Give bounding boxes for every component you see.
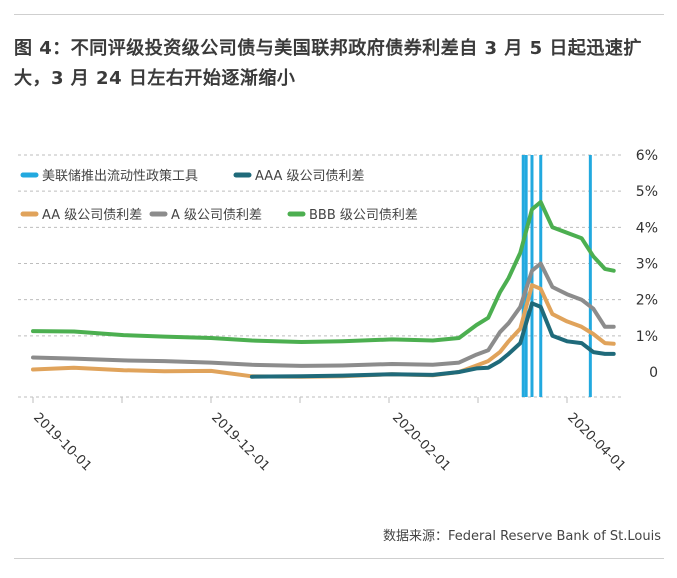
x-tick-label: 2019-10-01 <box>30 410 94 474</box>
top-rule <box>14 14 664 15</box>
legend-label-tool: 美联储推出流动性政策工具 <box>42 168 198 184</box>
y-tick-label: 2% <box>636 293 658 309</box>
y-tick-label: 0 <box>649 365 658 381</box>
legend-item-a: A 级公司债利差 <box>149 208 262 223</box>
legend: 美联储推出流动性政策工具 AAA 级公司债利差 AA 级公司债利差 A 级公司债… <box>20 168 418 223</box>
chart-title: 图 4：不同评级投资级公司债与美国联邦政府债券利差自 3 月 5 日起迅速扩大，… <box>14 38 642 89</box>
legend-item-aaa: AAA 级公司债利差 <box>233 169 365 184</box>
legend-label-aaa: AAA 级公司债利差 <box>255 169 365 184</box>
x-tick-label: 2020-04-01 <box>564 410 628 474</box>
y-tick-label: 5% <box>636 184 658 200</box>
legend-label-a: A 级公司债利差 <box>171 208 262 223</box>
legend-label-bbb: BBB 级公司债利差 <box>309 208 418 223</box>
source-note: 数据来源：Federal Reserve Bank of St.Louis <box>383 529 661 544</box>
x-axis-ticks: 2019-10-01 2019-12-01 2020-02-01 2020-04-01 <box>30 410 628 474</box>
legend-item-tool: 美联储推出流动性政策工具 <box>20 168 198 184</box>
series-lines <box>31 200 616 379</box>
grid-lines <box>18 154 622 403</box>
x-tick-label: 2019-12-01 <box>208 410 272 474</box>
series-line-aaa <box>249 301 616 379</box>
y-axis-ticks: 6% 5% 4% 3% 2% 1% 0 <box>636 148 658 381</box>
y-tick-label: 6% <box>636 148 658 164</box>
y-tick-label: 1% <box>636 329 658 345</box>
legend-item-bbb: BBB 级公司债利差 <box>287 208 418 223</box>
bottom-rule <box>14 558 664 559</box>
series-line-aa <box>31 283 616 379</box>
legend-item-aa: AA 级公司债利差 <box>20 208 142 223</box>
legend-label-aa: AA 级公司债利差 <box>42 208 142 223</box>
x-tick-label: 2020-02-01 <box>389 410 453 474</box>
series-line-a <box>31 261 616 368</box>
y-tick-label: 4% <box>636 220 658 236</box>
chart-svg: 6% 5% 4% 3% 2% 1% 0 2019-10-01 2019-12-01 2020-0… <box>18 148 658 474</box>
y-tick-label: 3% <box>636 257 658 273</box>
policy-tool-lines <box>521 155 592 397</box>
series-line-bbb <box>31 200 616 344</box>
